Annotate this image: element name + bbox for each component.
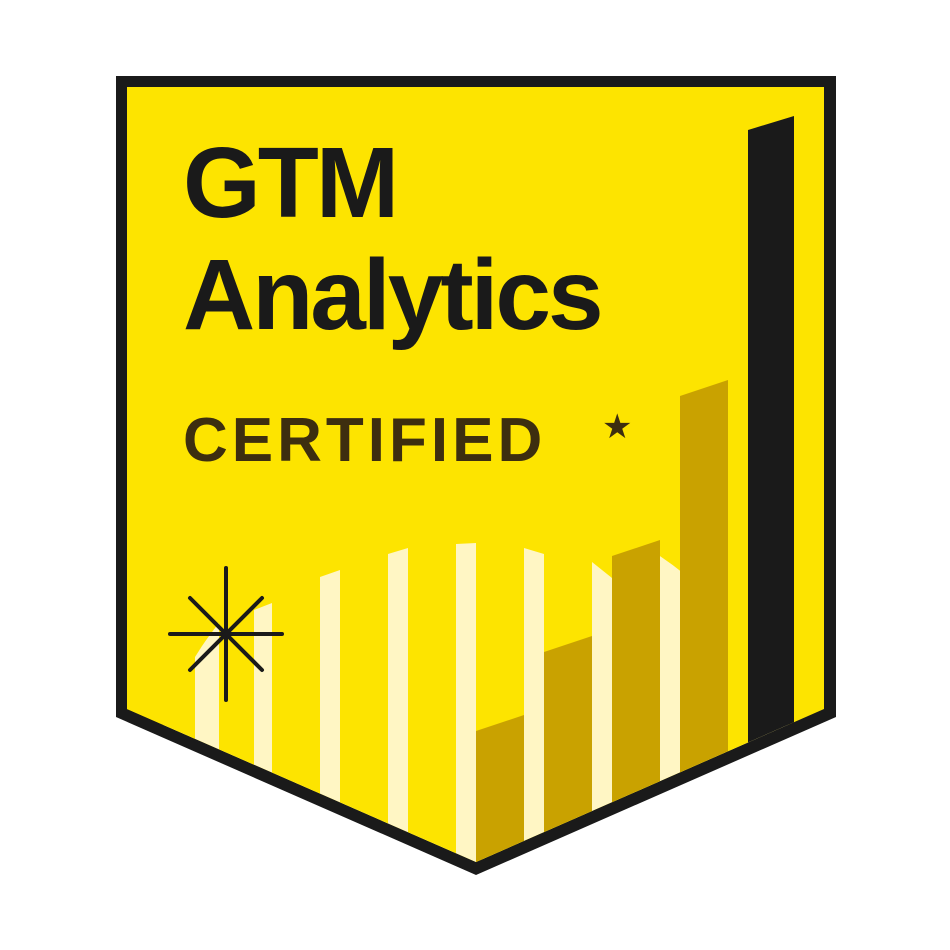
gold-bar bbox=[476, 715, 524, 862]
bar-top-cut bbox=[388, 500, 408, 554]
badge-title-line-2: Analytics bbox=[183, 239, 604, 351]
sparkle-icon bbox=[168, 566, 284, 702]
gold-bar bbox=[544, 636, 592, 862]
stripe-gap bbox=[127, 500, 195, 862]
star-icon: ★ bbox=[602, 408, 633, 446]
stripe-gap bbox=[272, 500, 320, 862]
bar-top-cut bbox=[592, 500, 612, 578]
bar-top-cut bbox=[524, 500, 544, 554]
bar-top-cut bbox=[320, 500, 340, 577]
gold-bar bbox=[680, 380, 728, 862]
stripe-gap bbox=[408, 500, 456, 862]
stripe-gap bbox=[340, 500, 388, 862]
dark-bar bbox=[748, 116, 794, 862]
badge-subtitle: CERTIFIED bbox=[183, 406, 547, 475]
gold-bar bbox=[612, 540, 660, 862]
bar-top-cut bbox=[254, 560, 272, 610]
badge-title-line-1: GTM bbox=[183, 127, 399, 239]
bar-top-cut bbox=[456, 500, 476, 544]
